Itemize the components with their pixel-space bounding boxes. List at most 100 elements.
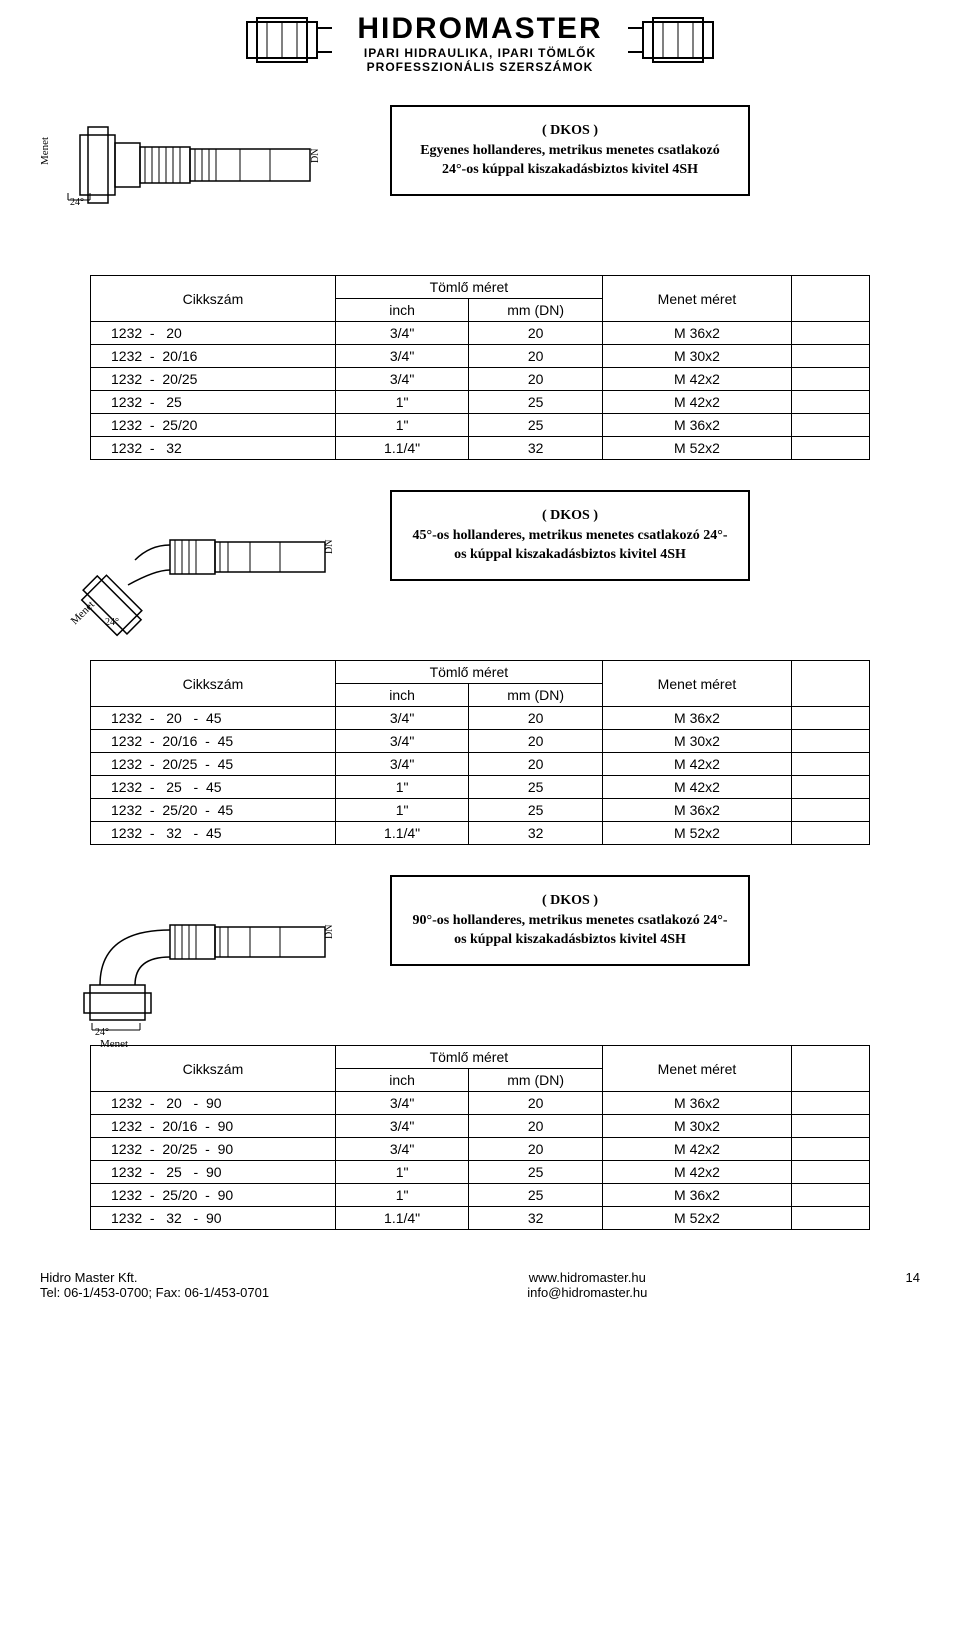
- cell-code: 1232 - 32 - 45: [91, 822, 336, 845]
- fitting-diagram-icon: DN Menet 24°: [40, 875, 360, 1015]
- cell-mm: 25: [469, 799, 603, 822]
- cell-blank: [792, 776, 870, 799]
- cell-code: 1232 - 25/20 - 90: [91, 1184, 336, 1207]
- cell-code: 1232 - 25: [91, 391, 336, 414]
- cell-mm: 20: [469, 1092, 603, 1115]
- cell-blank: [792, 1207, 870, 1230]
- svg-text:Menet: Menet: [69, 599, 97, 627]
- cell-mm: 20: [469, 753, 603, 776]
- th-code: Cikkszám: [91, 661, 336, 707]
- product-section: DN Menet 24° ( DKOS )90°-os hollanderes,…: [40, 875, 920, 1230]
- svg-text:24°: 24°: [95, 1027, 109, 1038]
- cell-blank: [792, 753, 870, 776]
- th-menet: Menet méret: [602, 1046, 791, 1092]
- cell-menet: M 52x2: [602, 437, 791, 460]
- cell-code: 1232 - 32: [91, 437, 336, 460]
- cell-code: 1232 - 20/25 - 90: [91, 1138, 336, 1161]
- fitting-diagram-icon: DN Menet 24°: [40, 490, 360, 630]
- cell-blank: [792, 1161, 870, 1184]
- cell-mm: 32: [469, 1207, 603, 1230]
- cell-mm: 25: [469, 1161, 603, 1184]
- th-blank: [792, 276, 870, 322]
- th-inch: inch: [335, 684, 469, 707]
- cell-mm: 32: [469, 437, 603, 460]
- th-menet: Menet méret: [602, 276, 791, 322]
- th-size-group: Tömlő méret: [335, 1046, 602, 1069]
- th-blank: [792, 661, 870, 707]
- cell-menet: M 36x2: [602, 414, 791, 437]
- th-inch: inch: [335, 1069, 469, 1092]
- cell-inch: 1": [335, 391, 469, 414]
- cell-inch: 1.1/4": [335, 437, 469, 460]
- table-row: 1232 - 25/20 - 45 1" 25 M 36x2: [91, 799, 870, 822]
- table-row: 1232 - 25 - 90 1" 25 M 42x2: [91, 1161, 870, 1184]
- cell-menet: M 42x2: [602, 776, 791, 799]
- cell-inch: 1.1/4": [335, 1207, 469, 1230]
- cell-code: 1232 - 20 - 45: [91, 707, 336, 730]
- cell-inch: 1": [335, 1161, 469, 1184]
- footer-company: Hidro Master Kft.: [40, 1270, 269, 1285]
- cell-code: 1232 - 20/25 - 45: [91, 753, 336, 776]
- table-row: 1232 - 20/25 - 45 3/4" 20 M 42x2: [91, 753, 870, 776]
- cell-code: 1232 - 25/20: [91, 414, 336, 437]
- table-row: 1232 - 20/16 - 90 3/4" 20 M 30x2: [91, 1115, 870, 1138]
- cell-inch: 3/4": [335, 707, 469, 730]
- desc-title: ( DKOS ): [410, 121, 730, 141]
- cell-code: 1232 - 20/25: [91, 368, 336, 391]
- table-row: 1232 - 20 - 45 3/4" 20 M 36x2: [91, 707, 870, 730]
- svg-text:DN: DN: [310, 149, 321, 163]
- spec-table: Cikkszám Tömlő méret Menet méret inch mm…: [90, 1045, 870, 1230]
- cell-menet: M 52x2: [602, 1207, 791, 1230]
- cell-blank: [792, 1092, 870, 1115]
- cell-code: 1232 - 25 - 45: [91, 776, 336, 799]
- cell-inch: 3/4": [335, 753, 469, 776]
- cell-menet: M 30x2: [602, 730, 791, 753]
- cell-menet: M 42x2: [602, 391, 791, 414]
- cell-inch: 3/4": [335, 322, 469, 345]
- cell-mm: 20: [469, 1138, 603, 1161]
- th-size-group: Tömlő méret: [335, 276, 602, 299]
- table-row: 1232 - 20/25 3/4" 20 M 42x2: [91, 368, 870, 391]
- hex-nut-right-icon: [623, 10, 723, 75]
- table-row: 1232 - 25 1" 25 M 42x2: [91, 391, 870, 414]
- cell-inch: 1.1/4": [335, 822, 469, 845]
- cell-mm: 25: [469, 776, 603, 799]
- cell-blank: [792, 730, 870, 753]
- svg-text:DN: DN: [324, 540, 335, 554]
- product-description-box: ( DKOS )90°-os hollanderes, metrikus men…: [390, 875, 750, 966]
- cell-inch: 3/4": [335, 345, 469, 368]
- cell-menet: M 36x2: [602, 1092, 791, 1115]
- footer-phone: Tel: 06-1/453-0700; Fax: 06-1/453-0701: [40, 1285, 269, 1300]
- cell-mm: 20: [469, 368, 603, 391]
- cell-menet: M 42x2: [602, 368, 791, 391]
- cell-mm: 25: [469, 414, 603, 437]
- cell-menet: M 42x2: [602, 753, 791, 776]
- th-inch: inch: [335, 299, 469, 322]
- header-logo: HIDROMASTER IPARI HIDRAULIKA, IPARI TÖML…: [40, 10, 920, 75]
- table-row: 1232 - 20/25 - 90 3/4" 20 M 42x2: [91, 1138, 870, 1161]
- cell-blank: [792, 391, 870, 414]
- desc-title: ( DKOS ): [410, 506, 730, 526]
- cell-inch: 1": [335, 1184, 469, 1207]
- cell-mm: 25: [469, 391, 603, 414]
- logo-subline-1: IPARI HIDRAULIKA, IPARI TÖMLŐK: [357, 46, 602, 60]
- table-row: 1232 - 32 - 45 1.1/4" 32 M 52x2: [91, 822, 870, 845]
- cell-inch: 1": [335, 776, 469, 799]
- table-row: 1232 - 20/16 3/4" 20 M 30x2: [91, 345, 870, 368]
- product-description-box: ( DKOS )Egyenes hollanderes, metrikus me…: [390, 105, 750, 196]
- table-row: 1232 - 25/20 - 90 1" 25 M 36x2: [91, 1184, 870, 1207]
- cell-blank: [792, 322, 870, 345]
- svg-text:DN: DN: [324, 925, 335, 939]
- table-row: 1232 - 20 - 90 3/4" 20 M 36x2: [91, 1092, 870, 1115]
- cell-inch: 1": [335, 414, 469, 437]
- cell-blank: [792, 1138, 870, 1161]
- cell-blank: [792, 799, 870, 822]
- th-code: Cikkszám: [91, 276, 336, 322]
- logo-subline-2: PROFESSZIONÁLIS SZERSZÁMOK: [357, 60, 602, 74]
- th-size-group: Tömlő méret: [335, 661, 602, 684]
- cell-code: 1232 - 20/16 - 90: [91, 1115, 336, 1138]
- cell-menet: M 36x2: [602, 707, 791, 730]
- svg-text:24°: 24°: [105, 617, 119, 628]
- table-row: 1232 - 32 - 90 1.1/4" 32 M 52x2: [91, 1207, 870, 1230]
- hex-nut-left-icon: [237, 10, 337, 75]
